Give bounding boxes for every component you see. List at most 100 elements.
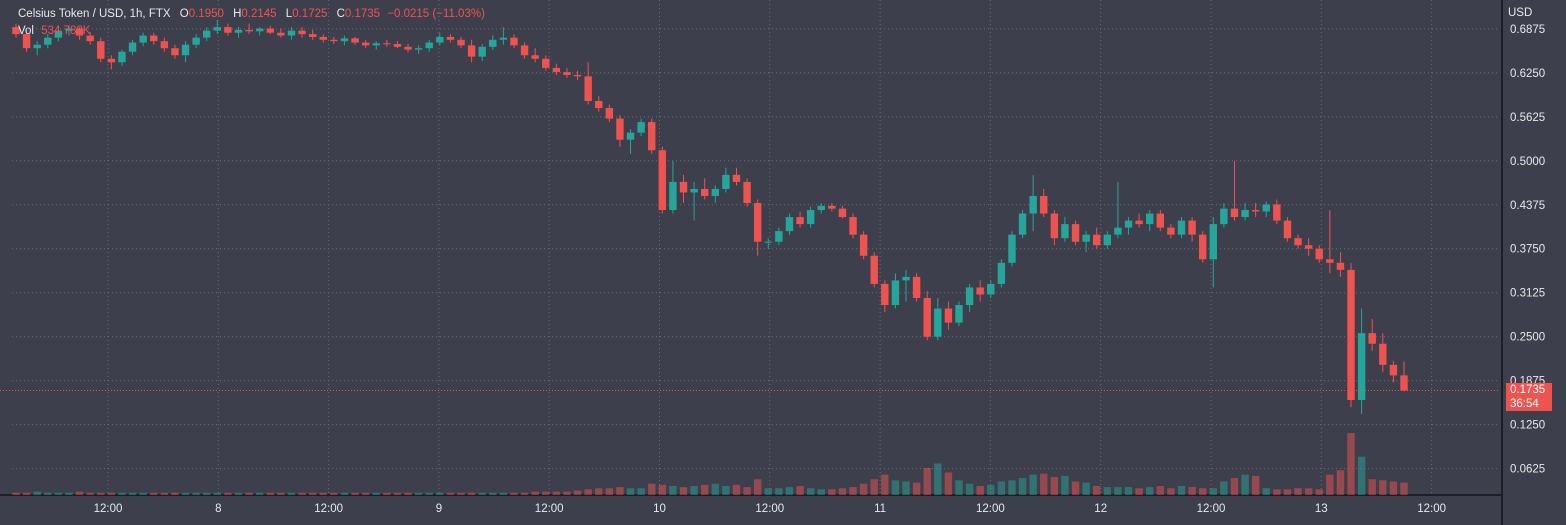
volume-bar [1018,478,1027,495]
volume-bar [775,488,783,495]
price-axis: 0.6875 0.6250 0.5625 0.5000 0.4375 0.3750 0.31… [1508,7,1545,476]
candle-body [573,74,582,77]
volume-bar [372,492,380,495]
candle-body [764,241,772,243]
volume-bar [234,492,243,495]
candle-body [86,35,94,42]
candle-body [753,203,762,242]
volume-bar [425,492,433,495]
volume-bar [648,483,656,495]
candle-body [393,43,402,47]
candle-body [467,45,476,57]
volume-bar [139,492,147,495]
volume-bar [393,492,402,495]
candle-body [700,188,709,196]
candle-body [97,41,105,59]
candle-body [1029,195,1037,214]
volume-bar [849,487,857,495]
candle-body [319,36,327,40]
candle-body [118,51,126,63]
volume-key: Vol [18,25,34,37]
volume-bar [213,492,222,495]
price-tick-label: 0.4375 [1510,200,1545,212]
candle-body [1273,204,1281,221]
volume-bar [626,488,635,495]
candle-body [743,181,751,204]
candle-body [1103,234,1112,246]
candle-body [1241,210,1249,218]
candle-body [372,43,380,46]
volume-bar [1198,488,1207,495]
volume-bar [1103,487,1112,495]
volume-bar [1029,474,1037,495]
candle-body [1294,238,1302,246]
candle-body [1040,195,1048,214]
candle-body [489,39,497,47]
candle-body [33,44,41,49]
volume-row: Vol 534.788K [18,23,485,40]
time-axis: 12:00 8 12:00 9 12:00 10 12:00 11 12:00 12 12:00 13… [94,503,1446,515]
volume-bar [1156,485,1165,495]
candle-body [881,283,889,306]
volume-bar [679,487,688,495]
time-tick-label: 8 [215,503,221,515]
volume-bar [1347,433,1355,495]
symbol-title: Celsius Token / USD, 1h, FTX [18,8,171,20]
volume-bar [446,492,455,495]
volume-bar [1209,488,1217,495]
volume-bar [489,492,497,495]
candle-body [838,208,847,218]
volume-bar [1114,487,1122,495]
volume-bar [1082,482,1090,495]
volume-bar [150,492,158,495]
candle-body [22,34,31,49]
volume-bar [785,487,794,495]
volume-bar [65,492,73,495]
volume-bar [1220,481,1228,495]
price-tick-label: 0.0625 [1510,464,1545,476]
candle-body [203,30,211,38]
volume-bar [467,492,476,495]
volume-bar [584,489,592,495]
price-tick-label: 0.1250 [1510,420,1545,432]
candle-body [531,55,539,59]
volume-bar [722,485,730,495]
candle-body [1357,333,1366,401]
volume-bar [118,492,126,495]
volume-bar [181,492,190,495]
time-tick-label: 12:00 [1197,503,1226,515]
volume-bar [616,487,624,495]
candle-body [277,32,285,36]
volume-bars [12,433,1408,495]
chart-legend: Celsius Token / USD, 1h, FTX O0.1950 H0.… [18,6,485,40]
volume-bar [753,479,762,495]
candle-body [1177,220,1186,235]
volume-bar [700,484,709,495]
volume-bar [573,490,582,495]
candle-body [902,276,910,281]
candle-body [1124,220,1133,228]
volume-bar [457,492,465,495]
candle-body [1050,213,1059,239]
volume-bar [1135,488,1143,495]
candle-body [626,132,635,140]
grid-lines [0,0,1503,525]
volume-bar [319,492,327,495]
volume-bar [987,484,995,495]
volume-bar [923,467,931,495]
candle-body [1093,234,1101,246]
candle-body [1146,213,1154,225]
candle-body [806,210,815,225]
volume-bar [859,483,868,495]
volume-bar [563,491,571,495]
candle-body [520,45,529,56]
time-tick-label: 12:00 [314,503,343,515]
volume-bar [1040,473,1048,495]
candle-body [1071,224,1080,242]
candle-body [224,27,232,33]
price-tick-label: 0.3125 [1510,288,1545,300]
volume-bar [478,492,486,495]
candle-body [414,48,423,50]
volume-bar [817,489,825,495]
